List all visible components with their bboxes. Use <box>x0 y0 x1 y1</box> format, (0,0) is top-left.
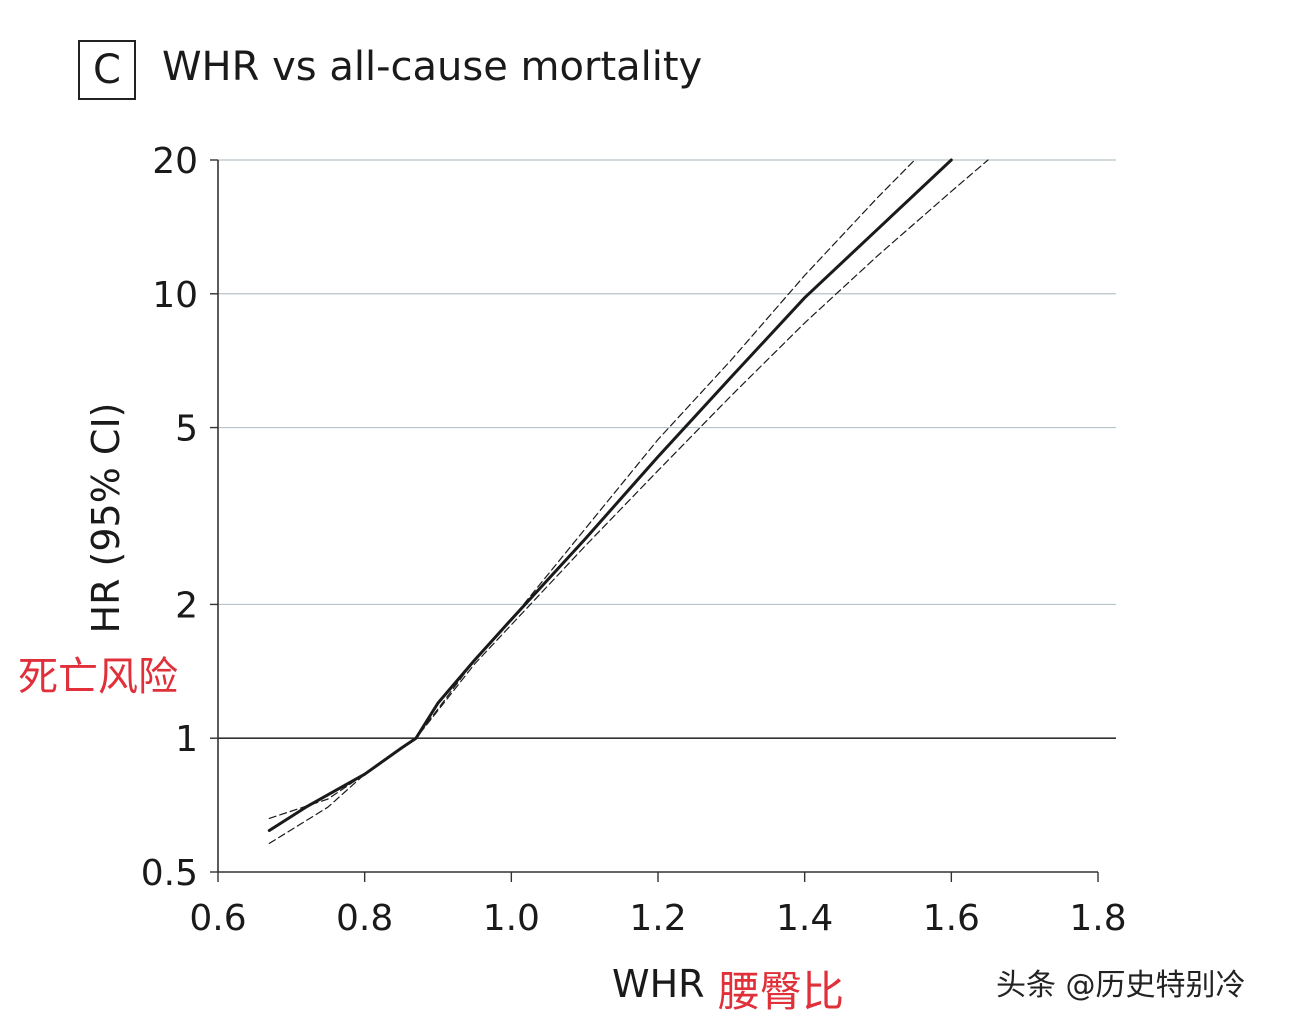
y-axis-label-chinese: 死亡风险 <box>18 654 178 700</box>
y-axis-label: HR (95% CI) <box>84 402 128 634</box>
panel-label: C <box>78 40 136 100</box>
tick-labels: 0.5 1 2 5 10 20 0.6 0.8 1.0 1.2 1.4 1.6 1.8 <box>141 141 1127 939</box>
series-lines <box>267 158 989 845</box>
x-tick-label: 1.4 <box>776 898 833 939</box>
watermark: 头条 @历史特别冷 <box>996 968 1246 1003</box>
y-tick-label: 10 <box>152 275 198 316</box>
ci-lower-line <box>268 159 989 845</box>
chart-title: WHR vs all-cause mortality <box>162 44 703 90</box>
x-tick-label: 1.0 <box>483 898 540 939</box>
y-tick-label: 0.5 <box>141 853 198 894</box>
x-tick-label: 1.8 <box>1069 898 1126 939</box>
ci-upper-line <box>268 159 916 820</box>
y-tick-label: 20 <box>152 141 198 182</box>
x-tick-label: 0.6 <box>189 898 246 939</box>
y-tick-label: 1 <box>175 719 198 760</box>
y-tick-label: 2 <box>175 585 198 626</box>
x-tick-label: 1.6 <box>923 898 980 939</box>
hr-estimate-line <box>267 158 953 832</box>
x-tick-label: 0.8 <box>336 898 393 939</box>
axes <box>210 159 1099 882</box>
x-axis-label-chinese: 腰臀比 <box>718 967 845 1016</box>
grid-lines <box>218 159 1116 740</box>
x-axis-label: WHR <box>612 962 705 1006</box>
x-tick-label: 1.2 <box>629 898 686 939</box>
y-tick-label: 5 <box>175 409 198 450</box>
